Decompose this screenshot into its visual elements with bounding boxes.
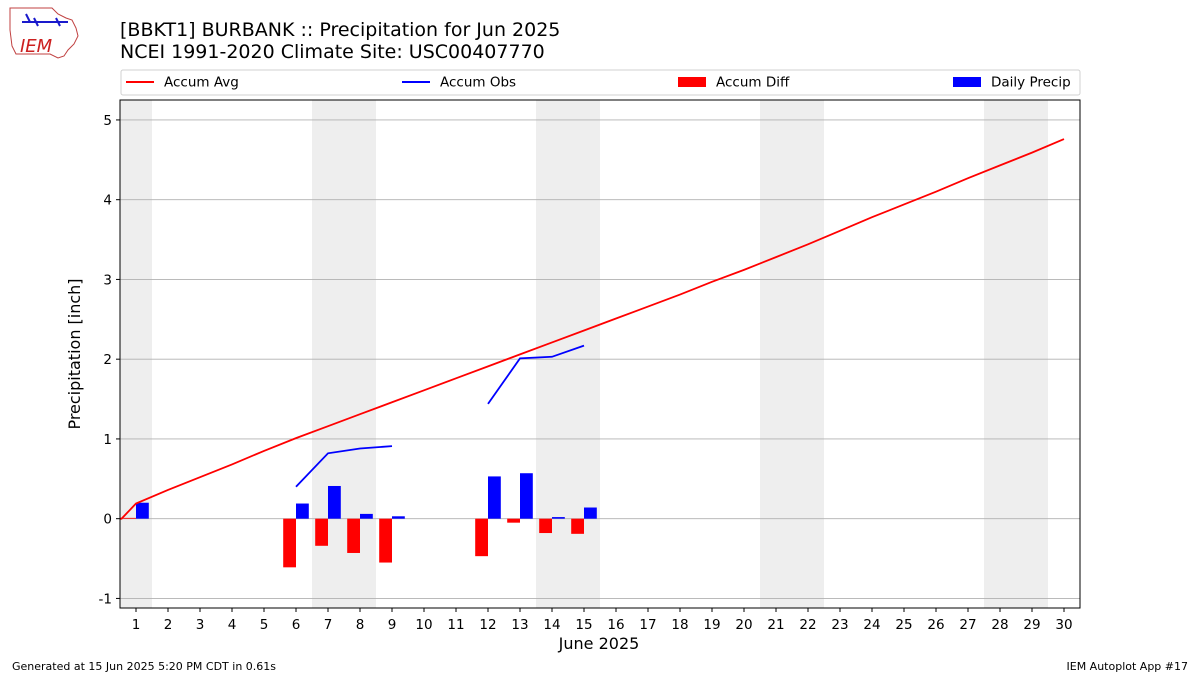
x-tick-label: 17 bbox=[639, 617, 656, 633]
x-tick-label: 4 bbox=[228, 617, 237, 633]
x-tick-label: 20 bbox=[735, 617, 752, 633]
accum-diff-bar bbox=[283, 518, 296, 568]
accum-avg-line bbox=[120, 138, 1065, 520]
plot-frame bbox=[119, 99, 1081, 609]
iem-logo: IEM bbox=[9, 7, 79, 59]
x-tick-label: 15 bbox=[575, 617, 592, 633]
x-tick-label: 13 bbox=[511, 617, 528, 633]
daily-precip-bar bbox=[296, 503, 309, 519]
accum-diff-bar bbox=[539, 518, 552, 534]
x-tick-label: 10 bbox=[415, 617, 432, 633]
y-tick-label: 4 bbox=[103, 193, 112, 209]
y-tick-label: -1 bbox=[99, 591, 112, 607]
x-tick-label: 9 bbox=[388, 617, 397, 633]
x-tick-label: 12 bbox=[479, 617, 496, 633]
weekend-band bbox=[984, 100, 1016, 608]
x-tick-label: 6 bbox=[292, 617, 301, 633]
x-tick-label: 16 bbox=[607, 617, 624, 633]
accum-diff-bar bbox=[475, 518, 488, 557]
x-tick-label: 8 bbox=[356, 617, 365, 633]
x-tick-label: 29 bbox=[1023, 617, 1040, 633]
x-tick-label: 2 bbox=[164, 617, 173, 633]
footer-generated: Generated at 15 Jun 2025 5:20 PM CDT in … bbox=[12, 660, 276, 673]
daily-precip-bar bbox=[584, 507, 597, 519]
legend-label-accum-avg: Accum Avg bbox=[164, 75, 239, 91]
accum-diff-bar bbox=[347, 518, 360, 553]
legend-label-daily-precip: Daily Precip bbox=[991, 75, 1071, 91]
accum-obs-line bbox=[295, 445, 393, 488]
accum-diff-bar bbox=[123, 517, 136, 519]
logo-text: IEM bbox=[20, 36, 53, 57]
x-tick-label: 22 bbox=[799, 617, 816, 633]
accum-diff-bar bbox=[379, 518, 392, 563]
legend: Accum Avg Accum Obs Accum Diff Daily Pre… bbox=[120, 69, 1081, 96]
daily-precip-bar bbox=[360, 513, 373, 519]
legend-box bbox=[120, 69, 1081, 96]
x-tick-label: 7 bbox=[324, 617, 333, 633]
x-tick-label: 21 bbox=[767, 617, 784, 633]
weekend-band bbox=[1016, 100, 1048, 608]
chart-marks bbox=[120, 138, 1065, 568]
accum-diff-bar bbox=[571, 518, 584, 534]
weekend-band bbox=[120, 100, 152, 608]
y-tick-label: 0 bbox=[103, 512, 112, 528]
x-tick-label: 5 bbox=[260, 617, 269, 633]
legend-label-accum-obs: Accum Obs bbox=[440, 75, 516, 91]
x-tick-label: 11 bbox=[447, 617, 464, 633]
x-tick-label: 25 bbox=[895, 617, 912, 633]
y-tick-label: 5 bbox=[103, 113, 112, 129]
x-tick-label: 14 bbox=[543, 617, 560, 633]
accum-obs-line bbox=[487, 344, 585, 405]
weekend-band bbox=[760, 100, 792, 608]
y-axis-label: Precipitation [inch] bbox=[65, 278, 84, 429]
legend-label-accum-diff: Accum Diff bbox=[716, 75, 790, 91]
x-tick-label: 27 bbox=[959, 617, 976, 633]
x-tick-label: 1 bbox=[132, 617, 141, 633]
x-tick-label: 24 bbox=[863, 617, 880, 633]
daily-precip-bar bbox=[392, 516, 405, 519]
daily-precip-bar bbox=[136, 502, 149, 519]
x-tick-label: 30 bbox=[1055, 617, 1072, 633]
accum-diff-bar bbox=[507, 518, 520, 523]
y-tick-label: 2 bbox=[103, 352, 112, 368]
gridlines bbox=[120, 119, 1080, 599]
y-tick-label: 3 bbox=[103, 272, 112, 288]
y-tick-label: 1 bbox=[103, 432, 112, 448]
x-axis-label: June 2025 bbox=[558, 634, 640, 653]
chart-title: [BBKT1] BURBANK :: Precipitation for Jun… bbox=[120, 19, 560, 41]
daily-precip-bar bbox=[520, 473, 533, 519]
daily-precip-bar bbox=[488, 476, 501, 519]
x-tick-label: 18 bbox=[671, 617, 688, 633]
weekend-band bbox=[792, 100, 824, 608]
x-axis: 1 2 3 4 5 6 7 8 9 10 11 12 13 14 15 16 17 18 19 20 21 22 23 24 2… bbox=[132, 608, 1073, 633]
x-tick-label: 28 bbox=[991, 617, 1008, 633]
accum-diff-bar bbox=[315, 518, 328, 546]
daily-precip-bar bbox=[328, 485, 341, 519]
x-tick-label: 19 bbox=[703, 617, 720, 633]
daily-precip-bar bbox=[552, 517, 565, 519]
y-axis: -1 0 1 2 3 4 5 bbox=[99, 113, 120, 607]
footer-app: IEM Autoplot App #17 bbox=[1067, 660, 1189, 673]
legend-swatch-daily-precip bbox=[953, 77, 981, 87]
x-tick-label: 3 bbox=[196, 617, 205, 633]
legend-swatch-accum-diff bbox=[678, 77, 706, 87]
chart-subtitle: NCEI 1991-2020 Climate Site: USC00407770 bbox=[120, 41, 545, 63]
x-tick-label: 26 bbox=[927, 617, 944, 633]
x-tick-label: 23 bbox=[831, 617, 848, 633]
